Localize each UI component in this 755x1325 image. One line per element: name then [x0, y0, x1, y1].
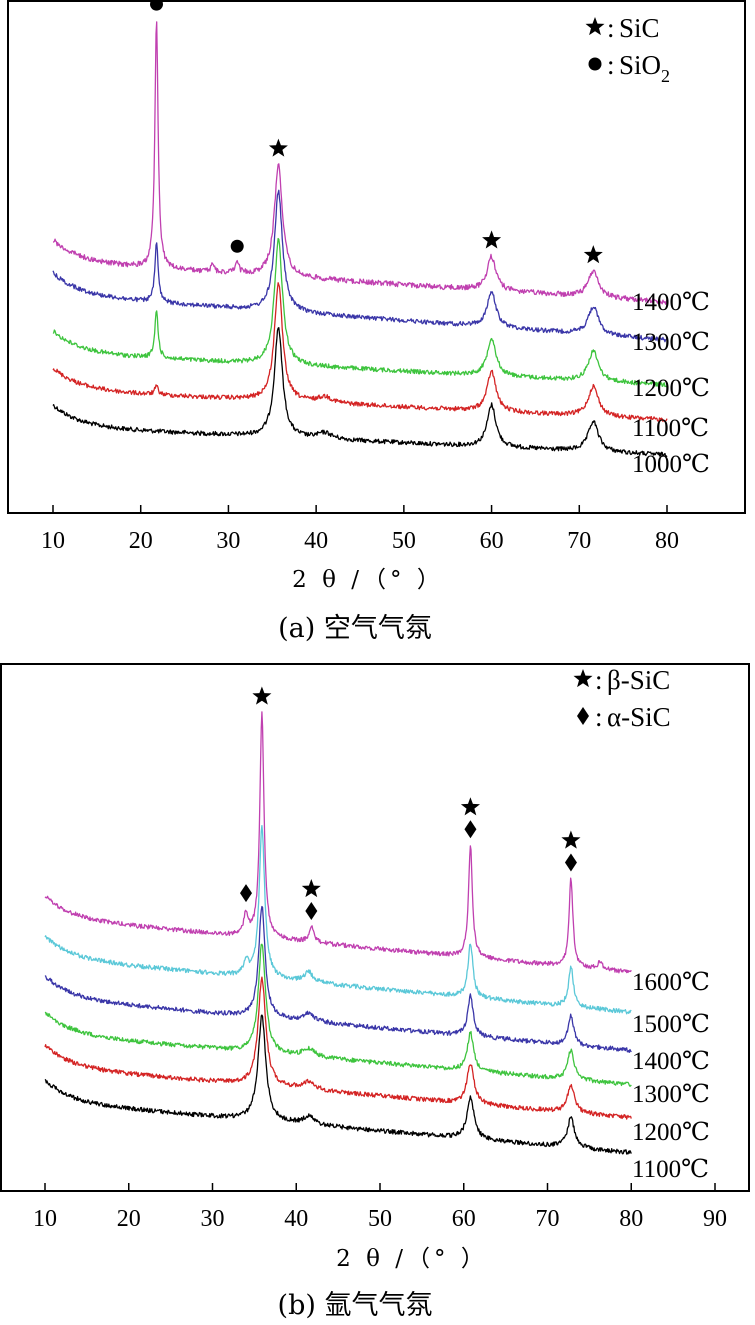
circle-marker: [230, 239, 244, 253]
panel-b-xlabel: 2 θ /（° ）: [336, 1246, 488, 1272]
panel-a-plot: 1000℃ 1100℃ 1200℃ 1300℃ 1400℃: SiC: SiO2: [52, 0, 710, 478]
star-marker: [583, 245, 603, 264]
series-line: [44, 976, 632, 1120]
legend-separator: :: [595, 665, 603, 695]
panel-a-caption: (a) 空气气氛: [278, 613, 432, 644]
x-tick-label: 50: [392, 528, 416, 554]
x-tick-label: 70: [567, 528, 591, 554]
series-label: 1300℃: [632, 329, 710, 356]
diamond-marker: [240, 884, 252, 903]
legend-star-icon: [585, 17, 605, 36]
panel-b-frame: [0, 663, 750, 1192]
legend-separator: :: [607, 50, 615, 80]
legend-label: β-SiC: [607, 665, 670, 695]
series-line: [44, 1014, 632, 1155]
x-tick-label: 30: [201, 1206, 225, 1232]
series-line: [44, 943, 632, 1087]
panel-b-caption: (b) 氩气气氛: [278, 1290, 433, 1321]
series-label: 1100℃: [632, 415, 709, 442]
series-line: [44, 824, 632, 1015]
panel-a-frame: [7, 0, 746, 514]
x-tick-label: 90: [703, 1206, 727, 1232]
x-tick-label: 60: [452, 1206, 476, 1232]
panel-b-axis: 10 20 30 40 50 60 70 80 90: [33, 1183, 727, 1232]
series-label: 1600℃: [632, 969, 710, 996]
series-label: 1300℃: [632, 1081, 710, 1108]
series-label: 1500℃: [632, 1011, 710, 1038]
diamond-marker: [564, 853, 577, 872]
series-label: 1000℃: [632, 451, 710, 478]
legend-label: SiC: [619, 13, 660, 43]
x-tick-label: 80: [655, 528, 679, 554]
legend-circle-icon: [588, 57, 602, 71]
legend-diamond-icon: [577, 707, 589, 725]
x-tick-label: 30: [216, 528, 240, 554]
diamond-marker: [305, 901, 318, 920]
series-label: 1200℃: [632, 1119, 710, 1146]
circle-marker: [150, 0, 164, 11]
series-line: [52, 189, 668, 343]
legend-label: α-SiC: [607, 702, 671, 732]
star-marker: [268, 138, 288, 157]
x-tick-label: 10: [33, 1206, 57, 1232]
x-tick-label: 50: [368, 1206, 392, 1232]
series-label: 1400℃: [632, 1048, 710, 1075]
x-tick-label: 60: [480, 528, 504, 554]
star-marker: [301, 879, 321, 898]
star-marker: [482, 230, 502, 249]
star-marker: [561, 830, 581, 849]
legend-separator: :: [607, 13, 615, 43]
panel-a-xlabel: 2 θ /（° ）: [292, 567, 444, 593]
series-line: [52, 327, 668, 458]
star-marker: [460, 797, 480, 816]
x-tick-label: 10: [41, 528, 65, 554]
x-tick-label: 40: [304, 528, 328, 554]
series-line: [52, 21, 668, 305]
series-line: [52, 282, 668, 423]
x-tick-label: 20: [129, 528, 153, 554]
x-tick-label: 40: [284, 1206, 308, 1232]
x-tick-label: 80: [619, 1206, 643, 1232]
legend-separator: :: [595, 702, 603, 732]
series-label: 1200℃: [632, 375, 710, 402]
x-tick-label: 70: [536, 1206, 560, 1232]
series-label: 1100℃: [632, 1156, 709, 1183]
series-line: [52, 237, 668, 388]
series-line: [44, 905, 632, 1054]
panel-a-axis: 10 20 30 40 50 60 70 80: [41, 505, 679, 554]
x-tick-label: 20: [117, 1206, 141, 1232]
series-line: [44, 711, 632, 974]
series-label: 1400℃: [632, 289, 710, 316]
legend-label: SiO2: [619, 50, 670, 86]
diamond-marker: [464, 820, 477, 839]
star-marker: [252, 686, 272, 705]
legend-star-icon: [573, 669, 593, 688]
panel-b-plot: 1100℃ 1200℃ 1300℃ 1400℃ 1500℃ 1600℃: β-SiC: α-S…: [44, 665, 710, 1183]
